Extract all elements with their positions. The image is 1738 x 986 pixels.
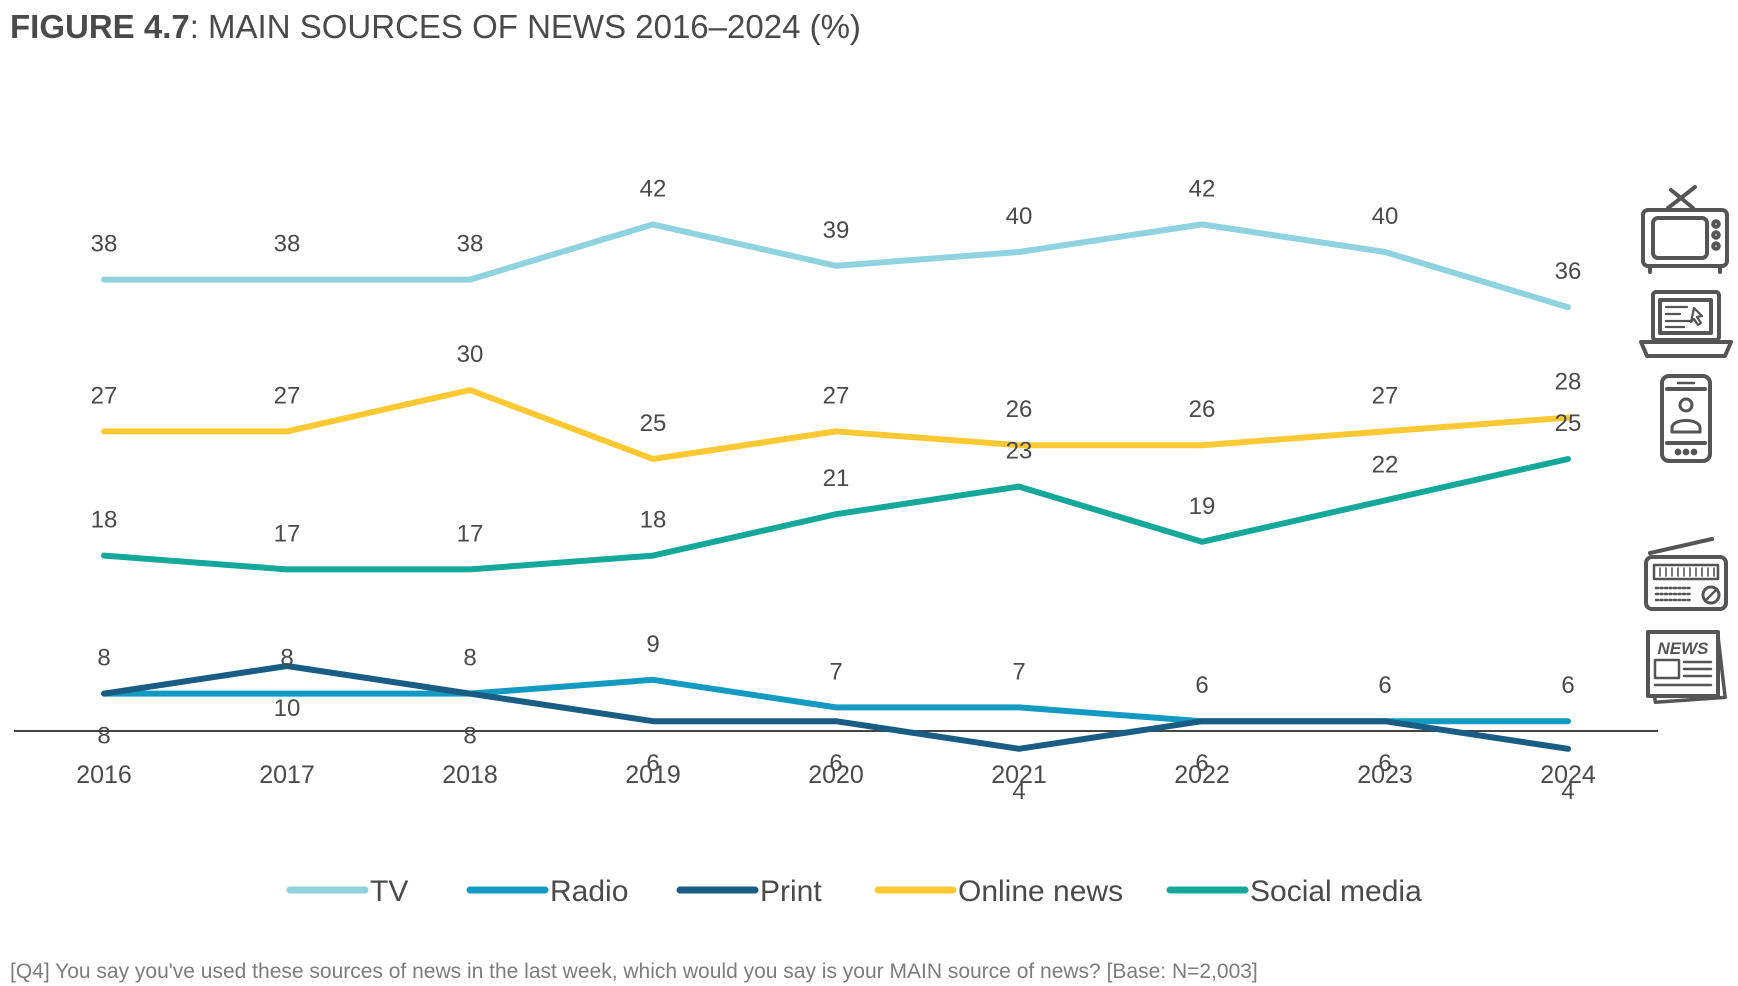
chart-title-prefix: FIGURE 4.7 bbox=[10, 8, 190, 45]
legend: TV Radio Print Online news Social media bbox=[286, 875, 1422, 908]
laptop-icon bbox=[1639, 290, 1733, 358]
legend-label-tv: TV bbox=[370, 875, 408, 908]
x-tick-label-2016: 2016 bbox=[76, 761, 132, 789]
data-label-online-news-2022: 26 bbox=[1189, 396, 1216, 423]
legend-item-print: Print bbox=[676, 875, 822, 908]
legend-label-radio: Radio bbox=[550, 875, 628, 908]
legend-item-online-news: Online news bbox=[874, 875, 1123, 908]
tv-icon bbox=[1641, 185, 1729, 274]
series-lines bbox=[101, 221, 1571, 752]
data-label-online-news-2024: 28 bbox=[1555, 369, 1582, 396]
series-line-online-news bbox=[101, 387, 1571, 462]
data-label-online-news-2020: 27 bbox=[823, 382, 850, 409]
data-label-print-2017: 10 bbox=[274, 695, 301, 722]
legend-label-print: Print bbox=[760, 875, 822, 908]
data-label-social-media-2022: 19 bbox=[1189, 493, 1216, 520]
data-label-online-news-2023: 27 bbox=[1372, 382, 1399, 409]
data-label-social-media-2021: 23 bbox=[1006, 438, 1033, 465]
data-label-radio-2024: 6 bbox=[1561, 672, 1574, 699]
data-label-online-news-2019: 25 bbox=[640, 410, 667, 437]
data-label-social-media-2016: 18 bbox=[91, 507, 118, 534]
x-tick-label-2017: 2017 bbox=[259, 761, 315, 789]
data-label-tv-2016: 38 bbox=[91, 231, 118, 258]
data-label-online-news-2018: 30 bbox=[457, 341, 484, 368]
data-label-tv-2022: 42 bbox=[1189, 175, 1216, 202]
data-label-tv-2024: 36 bbox=[1555, 258, 1582, 285]
smartphone-icon bbox=[1660, 374, 1712, 463]
x-tick-label-2022: 2022 bbox=[1174, 761, 1230, 789]
radio-icon bbox=[1644, 537, 1728, 611]
legend-item-tv: TV bbox=[286, 875, 408, 908]
data-label-print-2023: 6 bbox=[1378, 750, 1391, 777]
data-label-print-2024: 4 bbox=[1561, 778, 1574, 805]
x-tick-label-2018: 2018 bbox=[442, 761, 498, 789]
legend-label-social-media: Social media bbox=[1250, 875, 1422, 908]
data-label-radio-2021: 7 bbox=[1012, 658, 1025, 685]
data-label-radio-2018: 8 bbox=[463, 645, 476, 672]
legend-label-online-news: Online news bbox=[958, 875, 1123, 908]
newspaper-icon-text: NEWS bbox=[1658, 639, 1710, 658]
footnote: [Q4] You say you've used these sources o… bbox=[10, 960, 1258, 983]
data-label-social-media-2018: 17 bbox=[457, 520, 484, 547]
series-line-tv bbox=[101, 221, 1571, 311]
data-label-tv-2021: 40 bbox=[1006, 203, 1033, 230]
series-line-radio bbox=[101, 676, 1571, 725]
data-label-print-2021: 4 bbox=[1012, 778, 1025, 805]
data-label-social-media-2024: 25 bbox=[1555, 410, 1582, 437]
x-tick-label-2023: 2023 bbox=[1357, 761, 1413, 789]
series-line-print bbox=[101, 663, 1571, 752]
chart-title: FIGURE 4.7: MAIN SOURCES OF NEWS 2016–20… bbox=[10, 8, 861, 45]
data-label-radio-2022: 6 bbox=[1195, 672, 1208, 699]
data-label-tv-2020: 39 bbox=[823, 217, 850, 244]
data-label-print-2018: 8 bbox=[463, 723, 476, 750]
data-label-online-news-2021: 26 bbox=[1006, 396, 1033, 423]
data-label-social-media-2019: 18 bbox=[640, 507, 667, 534]
data-label-tv-2019: 42 bbox=[640, 175, 667, 202]
data-label-radio-2019: 9 bbox=[646, 631, 659, 658]
data-label-radio-2023: 6 bbox=[1378, 672, 1391, 699]
data-label-social-media-2020: 21 bbox=[823, 465, 850, 492]
data-label-tv-2018: 38 bbox=[457, 231, 484, 258]
data-labels: 38 38 38 42 39 40 42 40 36 8 8 8 9 7 7 6 6 6 8 10 8 6 6 4 6 6 4 27 2… bbox=[91, 175, 1582, 804]
series-line-social-media bbox=[101, 456, 1571, 573]
data-label-online-news-2017: 27 bbox=[274, 382, 301, 409]
data-label-tv-2023: 40 bbox=[1372, 203, 1399, 230]
x-tick-label-2024: 2024 bbox=[1540, 761, 1596, 789]
data-label-radio-2017: 8 bbox=[280, 645, 293, 672]
data-label-print-2019: 6 bbox=[646, 750, 659, 777]
data-label-social-media-2017: 17 bbox=[274, 520, 301, 547]
data-label-online-news-2016: 27 bbox=[91, 382, 118, 409]
x-axis-tick-labels: 2016 2017 2018 2019 2020 2021 2022 2023 2024 bbox=[76, 761, 1596, 789]
data-label-print-2022: 6 bbox=[1195, 750, 1208, 777]
data-label-print-2020: 6 bbox=[829, 750, 842, 777]
legend-item-social-media: Social media bbox=[1166, 875, 1422, 908]
x-tick-label-2019: 2019 bbox=[625, 761, 681, 789]
data-label-radio-2016: 8 bbox=[97, 645, 110, 672]
data-label-print-2016: 8 bbox=[97, 723, 110, 750]
x-tick-label-2020: 2020 bbox=[808, 761, 864, 789]
data-label-social-media-2023: 22 bbox=[1372, 451, 1399, 478]
newspaper-icon: NEWS bbox=[1646, 630, 1727, 704]
x-tick-label-2021: 2021 bbox=[991, 761, 1047, 789]
legend-item-radio: Radio bbox=[466, 875, 628, 908]
chart-title-rest: : MAIN SOURCES OF NEWS 2016–2024 (%) bbox=[190, 8, 861, 45]
data-label-tv-2017: 38 bbox=[274, 231, 301, 258]
data-label-radio-2020: 7 bbox=[829, 658, 842, 685]
